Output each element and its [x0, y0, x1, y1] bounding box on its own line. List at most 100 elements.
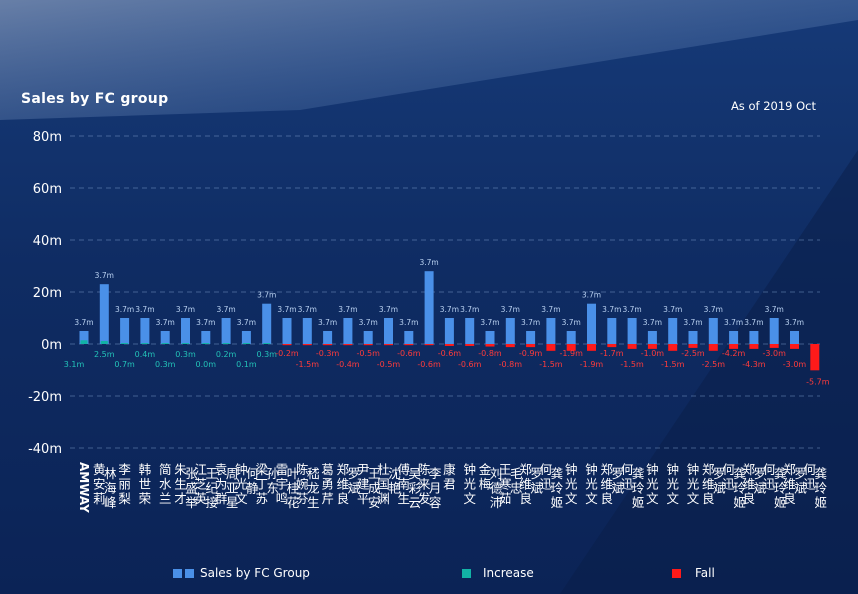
category-label-char: 南 — [398, 477, 411, 492]
category-label-char: 何 — [804, 462, 817, 477]
fall-value-label: -0.6m — [417, 360, 441, 369]
increase-bar — [222, 343, 230, 344]
sales-bar — [79, 331, 89, 344]
fall-value-label: -0.5m — [356, 349, 380, 358]
fall-bar — [688, 344, 698, 348]
category-label-char: 何 — [621, 462, 634, 477]
fall-bar — [343, 344, 353, 346]
sales-bar — [526, 331, 536, 344]
fall-bar — [790, 344, 799, 349]
category-label-char: 迅 — [763, 477, 776, 492]
category-label-char: 月 — [429, 481, 442, 496]
category-label-char: 良 — [601, 491, 614, 506]
fall-value-label: -2.5m — [702, 360, 726, 369]
fall-bar — [323, 344, 333, 346]
sales-bar — [201, 331, 211, 344]
category-label-char: 钟 — [687, 462, 700, 477]
category-label-char: 为 — [215, 477, 228, 492]
sales-bar — [708, 318, 718, 344]
category-label-char: 金 — [479, 462, 492, 477]
category-label-char: 郑 — [743, 462, 756, 477]
category-label-char: 光 — [235, 477, 248, 492]
sales-bar — [668, 318, 678, 344]
sales-bar — [302, 318, 312, 344]
category-label-char: 君 — [443, 477, 456, 492]
sales-bar — [546, 318, 556, 344]
y-tick-label: 80m — [33, 130, 62, 145]
category-label-char: 星 — [226, 495, 239, 510]
sales-value-label: 3.7m — [480, 318, 499, 327]
fall-bar — [363, 344, 373, 346]
fall-value-label: -1.7m — [600, 349, 624, 358]
legend-label-sales: Sales by FC Group — [200, 566, 310, 580]
category-label-char: 忠 — [510, 481, 523, 496]
category-label-char: 钟 — [666, 462, 679, 477]
category-label-char: 陈 — [418, 462, 431, 477]
sales-bar — [99, 284, 109, 344]
fall-value-label: -5.7m — [806, 377, 830, 386]
y-tick-label: 20m — [33, 286, 62, 301]
category-label-char: 吴 — [409, 466, 422, 481]
sales-bar — [729, 331, 739, 344]
legend-label-increase: Increase — [483, 566, 534, 580]
category-label-char: 维 — [702, 477, 715, 492]
fall-bar — [668, 344, 678, 351]
category-label-char: 斌 — [754, 481, 767, 496]
sales-value-label: 3.7m — [744, 318, 763, 327]
category-label-char: 简 — [159, 462, 172, 477]
category-label-char: 安 — [368, 495, 381, 510]
category-label-char: 良 — [783, 491, 796, 506]
sales-value-label: 3.7m — [643, 318, 662, 327]
category-label-char: 建 — [357, 477, 370, 492]
category-label-char: 郑 — [337, 462, 350, 477]
sales-value-label: 3.7m — [440, 305, 459, 314]
category-label-char: 斌 — [612, 481, 625, 496]
legend-label-fall: Fall — [695, 566, 715, 580]
fall-bar — [607, 344, 617, 348]
category-label-char: 郑 — [783, 462, 796, 477]
sales-value-label: 3.7m — [399, 318, 418, 327]
category-label-char: 世 — [139, 477, 152, 492]
category-label-char: 文 — [687, 491, 700, 506]
category-label-char: 龙 — [307, 481, 320, 496]
sales-value-label: 3.7m — [237, 318, 256, 327]
fall-value-label: -0.8m — [478, 349, 502, 358]
category-label-char: 维 — [743, 477, 756, 492]
category-label-char: 钟 — [565, 462, 578, 477]
sales-value-label: 3.7m — [562, 318, 581, 327]
sales-bar — [404, 331, 414, 344]
category-label-char: 罗 — [713, 466, 726, 481]
sales-value-label: 3.7m — [704, 305, 723, 314]
category-label-char: 尹 — [357, 462, 370, 477]
category-label-char: 周 — [226, 466, 239, 481]
category-label-char: 玲 — [774, 481, 787, 496]
increase-value-label: 0.7m — [114, 360, 135, 369]
category-label-char: 玲 — [632, 481, 645, 496]
fall-value-label: -3.0m — [762, 349, 786, 358]
category-label-char: 盛 — [185, 481, 198, 496]
category-label-char: 玲 — [733, 481, 746, 496]
category-label-char: 罗 — [612, 466, 625, 481]
sales-value-label: 3.7m — [521, 318, 540, 327]
category-label-char: 姬 — [733, 495, 746, 510]
fall-value-label: -0.8m — [499, 360, 523, 369]
fall-value-label: -1.5m — [620, 360, 644, 369]
sales-value-label: 3.7m — [541, 305, 560, 314]
category-label-char: 光 — [666, 477, 679, 492]
category-label-char: 孙 — [266, 466, 279, 481]
category-label-char: 龚 — [632, 466, 645, 481]
category-label-char: 莉 — [93, 491, 106, 506]
category-label-char: 刘 — [490, 466, 503, 481]
fall-bar — [708, 344, 718, 351]
category-label-char: 文 — [666, 491, 679, 506]
category-label-char: 李 — [429, 466, 442, 481]
category-label-char: 宇 — [276, 477, 289, 492]
fall-value-label: -1.5m — [661, 360, 685, 369]
category-label-char: 茹 — [499, 491, 512, 506]
sales-value-label: 3.7m — [663, 305, 682, 314]
category-label-char: 迅 — [621, 477, 634, 492]
category-label-char: 安 — [93, 477, 106, 492]
category-label-char: 苏 — [255, 491, 268, 506]
category-label-char: 峰 — [104, 495, 117, 510]
category-label-char: 国 — [377, 477, 390, 492]
